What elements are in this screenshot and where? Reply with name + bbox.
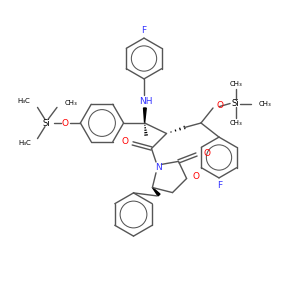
Polygon shape <box>152 188 160 196</box>
Text: H₃C: H₃C <box>17 98 30 104</box>
Text: CH₃: CH₃ <box>259 100 272 106</box>
Text: O: O <box>122 137 129 146</box>
Text: O: O <box>203 148 210 158</box>
Polygon shape <box>144 108 146 123</box>
Text: N: N <box>155 163 162 172</box>
Text: H₃C: H₃C <box>18 140 31 146</box>
Text: O: O <box>62 118 69 127</box>
Text: CH₃: CH₃ <box>229 81 242 87</box>
Text: F: F <box>217 181 222 190</box>
Text: Si: Si <box>232 99 239 108</box>
Text: CH₃: CH₃ <box>65 100 78 106</box>
Text: F: F <box>141 26 147 35</box>
Text: CH₃: CH₃ <box>229 120 242 126</box>
Text: O: O <box>217 101 224 110</box>
Text: O: O <box>193 172 200 181</box>
Text: NH: NH <box>139 98 152 106</box>
Text: Si: Si <box>43 118 50 127</box>
